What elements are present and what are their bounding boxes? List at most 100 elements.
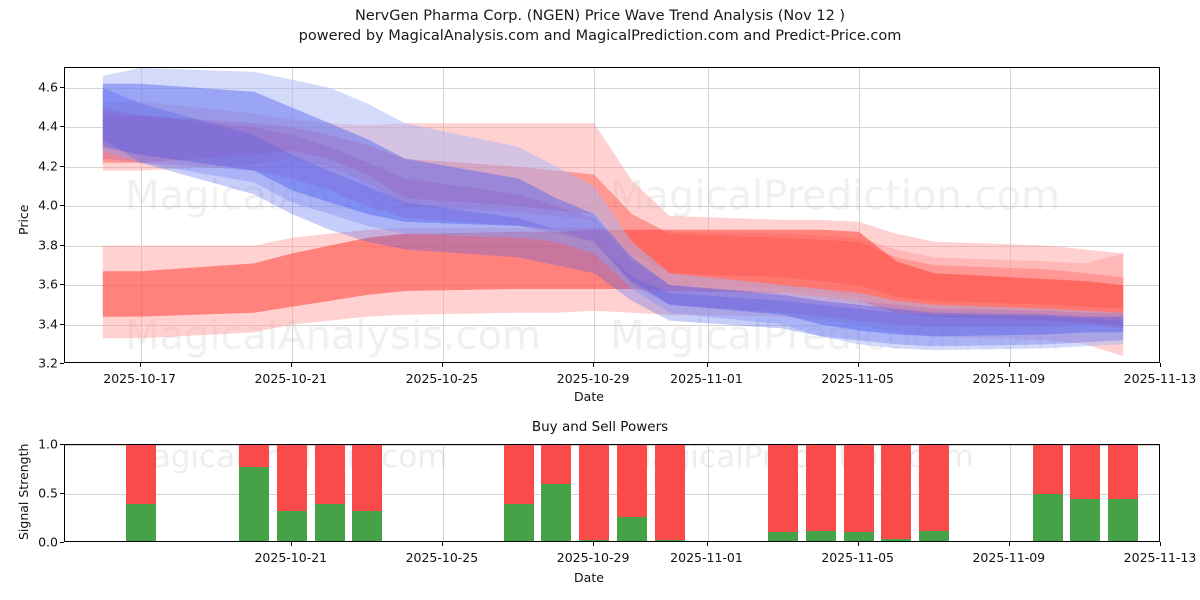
y-tick-mark bbox=[60, 363, 64, 365]
x-tick-mark bbox=[1160, 363, 1162, 367]
x-axis-label: 2025-10-21 bbox=[254, 550, 328, 565]
price-wave-trend-chart: MagicalAnalysis.com MagicalPrediction.co… bbox=[64, 67, 1160, 363]
x-axis-label: 2025-11-01 bbox=[670, 371, 743, 386]
gridline-v bbox=[858, 68, 860, 362]
buy-power-segment bbox=[654, 540, 685, 541]
bar-2025-11-03[interactable] bbox=[768, 445, 799, 541]
price-band-blue-inner bbox=[102, 83, 1124, 337]
x-axis-label: 2025-10-21 bbox=[254, 371, 328, 386]
y-axis-label: 4.4 bbox=[38, 118, 58, 134]
gridline-v bbox=[291, 68, 293, 362]
buy-power-segment bbox=[768, 532, 799, 541]
sell-power-segment bbox=[239, 445, 269, 467]
buy-power-segment bbox=[579, 540, 610, 541]
top-y-axis-title: Price bbox=[16, 204, 31, 236]
x-tick-mark bbox=[290, 363, 293, 367]
y-axis-label: 0.0 bbox=[38, 534, 58, 550]
y-tick-mark bbox=[60, 165, 64, 167]
buy-power-segment bbox=[1032, 494, 1063, 541]
y-tick-mark bbox=[60, 244, 64, 246]
sell-power-segment bbox=[125, 445, 156, 504]
bar-2025-10-27[interactable] bbox=[503, 445, 534, 541]
bar-2025-11-04[interactable] bbox=[805, 445, 836, 541]
bar-2025-10-17[interactable] bbox=[125, 445, 156, 541]
x-tick-mark bbox=[1160, 542, 1162, 546]
buy-power-segment bbox=[276, 510, 307, 541]
y-tick-mark bbox=[60, 444, 64, 446]
sell-power-segment bbox=[352, 445, 383, 511]
bar-2025-11-12[interactable] bbox=[1108, 445, 1139, 541]
page-subtitle: powered by MagicalAnalysis.com and Magic… bbox=[298, 28, 902, 44]
y-tick-mark bbox=[60, 493, 64, 495]
bar-2025-10-23[interactable] bbox=[352, 445, 383, 541]
x-tick-mark bbox=[593, 542, 595, 546]
bottom-x-axis-title: Date bbox=[574, 570, 604, 585]
x-axis-label: 2025-11-09 bbox=[972, 550, 1046, 565]
bar-2025-11-07[interactable] bbox=[919, 445, 950, 541]
x-axis-label: 2025-10-29 bbox=[556, 371, 630, 386]
sell-power-segment bbox=[1070, 445, 1101, 499]
gridline-v bbox=[442, 445, 444, 541]
x-tick-mark bbox=[441, 363, 444, 367]
x-tick-mark bbox=[441, 542, 444, 546]
bar-2025-11-11[interactable] bbox=[1070, 445, 1101, 541]
bar-2025-10-22[interactable] bbox=[314, 445, 345, 541]
bar-2025-10-28[interactable] bbox=[541, 445, 572, 541]
bar-2025-11-06[interactable] bbox=[881, 445, 912, 541]
bar-2025-10-29[interactable] bbox=[579, 445, 610, 541]
bar-2025-11-05[interactable] bbox=[843, 445, 874, 541]
y-axis-label: 0.5 bbox=[38, 485, 58, 501]
x-axis-label: 2025-11-05 bbox=[821, 550, 895, 565]
y-tick-mark bbox=[60, 284, 64, 286]
buy-power-segment bbox=[503, 503, 534, 541]
gridline-v bbox=[1009, 445, 1011, 541]
sell-power-segment bbox=[919, 445, 950, 532]
buy-power-segment bbox=[805, 531, 836, 541]
bar-2025-10-21[interactable] bbox=[276, 445, 307, 541]
y-axis-label: 1.0 bbox=[38, 436, 58, 452]
buy-power-segment bbox=[314, 503, 345, 541]
sell-power-segment bbox=[805, 445, 836, 532]
buy-power-segment bbox=[352, 510, 383, 541]
x-tick-mark bbox=[706, 363, 708, 367]
gridline-h bbox=[65, 87, 1159, 89]
sell-power-segment bbox=[541, 445, 572, 485]
gridline-v bbox=[140, 68, 142, 362]
buy-power-segment bbox=[919, 531, 950, 541]
gridline-h bbox=[65, 127, 1159, 129]
gridline-h bbox=[65, 324, 1159, 326]
bar-2025-10-20[interactable] bbox=[239, 445, 269, 541]
x-tick-mark bbox=[290, 542, 293, 546]
price-band-layer bbox=[102, 68, 1124, 357]
x-tick-mark bbox=[1008, 542, 1011, 546]
x-axis-label: 2025-11-05 bbox=[821, 371, 895, 386]
x-axis-label: 2025-11-01 bbox=[670, 550, 743, 565]
y-axis-label: 3.2 bbox=[38, 355, 58, 371]
chart-title-block: NervGen Pharma Corp. (NGEN) Price Wave T… bbox=[0, 6, 1200, 46]
bar-2025-11-10[interactable] bbox=[1032, 445, 1063, 541]
sell-power-segment bbox=[314, 445, 345, 504]
bottom-y-axis-title: Signal Strength bbox=[16, 443, 31, 540]
buy-power-segment bbox=[239, 466, 269, 541]
x-axis-label: 2025-10-29 bbox=[556, 550, 630, 565]
x-tick-mark bbox=[857, 363, 859, 367]
buy-power-segment bbox=[1070, 498, 1101, 541]
gridline-h bbox=[65, 206, 1159, 208]
x-axis-label: 2025-10-25 bbox=[405, 371, 479, 386]
sell-power-segment bbox=[579, 445, 610, 541]
y-tick-mark bbox=[60, 126, 64, 128]
bar-2025-10-31[interactable] bbox=[654, 445, 685, 541]
y-axis-label: 3.6 bbox=[38, 276, 58, 292]
gridline-h bbox=[65, 494, 1159, 495]
x-axis-label: 2025-11-13 bbox=[1123, 550, 1197, 565]
x-tick-mark bbox=[706, 542, 708, 546]
sell-power-segment bbox=[881, 445, 912, 540]
page-title: NervGen Pharma Corp. (NGEN) Price Wave T… bbox=[354, 8, 846, 24]
y-axis-label: 4.2 bbox=[38, 158, 58, 174]
bar-2025-10-30[interactable] bbox=[616, 445, 647, 541]
x-axis-label: 2025-11-13 bbox=[1123, 371, 1197, 386]
sell-power-segment bbox=[616, 445, 647, 517]
sell-power-segment bbox=[503, 445, 534, 504]
x-tick-mark bbox=[593, 363, 595, 367]
